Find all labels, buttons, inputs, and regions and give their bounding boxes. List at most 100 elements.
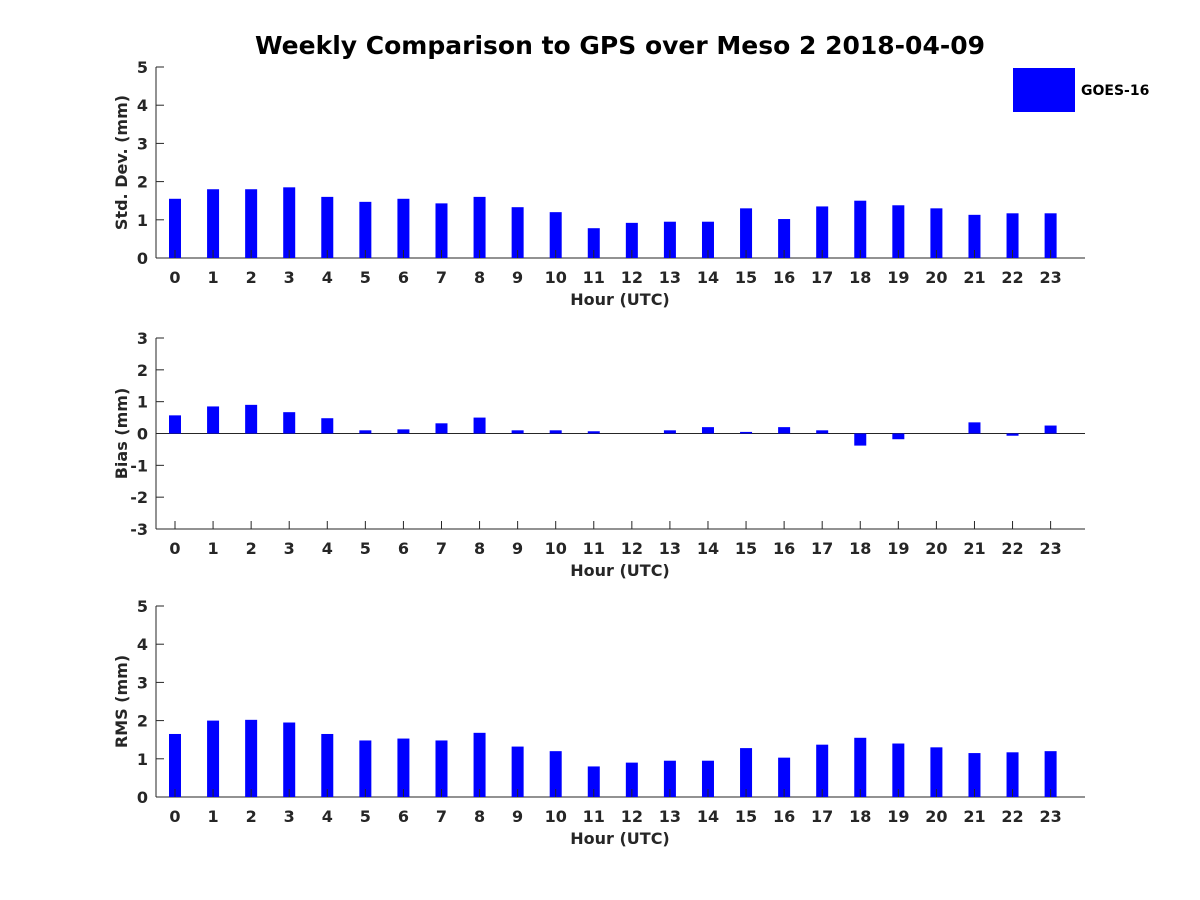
y-tick-label: -2 bbox=[130, 488, 148, 507]
x-tick-label: 10 bbox=[545, 268, 567, 287]
x-tick-label: 0 bbox=[169, 539, 180, 558]
bar bbox=[854, 200, 867, 258]
x-tick-label: 2 bbox=[246, 539, 257, 558]
x-tick-label: 20 bbox=[925, 268, 947, 287]
bar bbox=[663, 760, 676, 797]
x-tick-label: 3 bbox=[284, 268, 295, 287]
x-tick-label: 20 bbox=[925, 807, 947, 826]
bar bbox=[854, 737, 867, 797]
x-tick-label: 9 bbox=[512, 539, 523, 558]
bar bbox=[473, 732, 486, 797]
bar bbox=[740, 208, 753, 258]
bar bbox=[701, 221, 714, 258]
bar bbox=[892, 743, 905, 797]
bar bbox=[321, 196, 334, 258]
bar bbox=[549, 430, 562, 434]
x-axis-label: Hour (UTC) bbox=[570, 290, 670, 309]
y-tick-label: 1 bbox=[137, 211, 148, 230]
bar bbox=[816, 430, 829, 434]
x-tick-label: 16 bbox=[773, 807, 795, 826]
y-tick-label: 1 bbox=[137, 750, 148, 769]
bar bbox=[930, 208, 943, 258]
x-tick-label: 8 bbox=[474, 268, 485, 287]
x-tick-label: 10 bbox=[545, 807, 567, 826]
bar bbox=[359, 430, 372, 434]
bar bbox=[625, 762, 638, 797]
x-tick-label: 4 bbox=[322, 807, 333, 826]
bar bbox=[359, 201, 372, 258]
bar bbox=[1044, 425, 1057, 434]
y-tick-label: -1 bbox=[130, 456, 148, 475]
bar bbox=[663, 221, 676, 258]
x-tick-label: 21 bbox=[963, 268, 985, 287]
x-tick-label: 11 bbox=[583, 807, 605, 826]
x-tick-label: 5 bbox=[360, 268, 371, 287]
bar bbox=[778, 219, 791, 258]
x-tick-label: 12 bbox=[621, 539, 643, 558]
y-tick-label: -3 bbox=[130, 520, 148, 539]
legend-swatch bbox=[1013, 68, 1075, 112]
x-tick-label: 18 bbox=[849, 539, 871, 558]
bar bbox=[778, 427, 791, 434]
bar bbox=[1006, 213, 1019, 258]
bar bbox=[397, 429, 410, 434]
x-axis-label: Hour (UTC) bbox=[570, 561, 670, 580]
bar bbox=[511, 746, 524, 797]
x-tick-label: 10 bbox=[545, 539, 567, 558]
x-tick-label: 13 bbox=[659, 807, 681, 826]
x-tick-label: 14 bbox=[697, 807, 719, 826]
bar bbox=[207, 720, 220, 797]
y-axis-label: RMS (mm) bbox=[112, 655, 131, 748]
y-tick-label: 0 bbox=[137, 788, 148, 807]
bar bbox=[892, 205, 905, 258]
bar bbox=[435, 203, 448, 258]
x-tick-label: 15 bbox=[735, 807, 757, 826]
x-tick-label: 22 bbox=[1001, 807, 1023, 826]
bar bbox=[435, 740, 448, 797]
bar bbox=[587, 766, 600, 797]
x-tick-label: 1 bbox=[207, 268, 218, 287]
x-tick-label: 2 bbox=[246, 807, 257, 826]
y-axis-label: Bias (mm) bbox=[112, 388, 131, 480]
x-tick-label: 19 bbox=[887, 539, 909, 558]
bar bbox=[968, 214, 981, 258]
bar bbox=[1044, 213, 1057, 258]
x-tick-label: 11 bbox=[583, 268, 605, 287]
bar bbox=[245, 719, 258, 797]
bar bbox=[321, 418, 334, 434]
x-tick-label: 21 bbox=[963, 539, 985, 558]
bar bbox=[511, 207, 524, 258]
x-tick-label: 13 bbox=[659, 539, 681, 558]
bar bbox=[816, 744, 829, 797]
y-tick-label: 5 bbox=[137, 597, 148, 616]
x-tick-label: 19 bbox=[887, 268, 909, 287]
x-tick-label: 4 bbox=[322, 539, 333, 558]
x-tick-label: 15 bbox=[735, 268, 757, 287]
legend: GOES-16 bbox=[1013, 68, 1149, 112]
bar bbox=[816, 206, 829, 258]
bar bbox=[701, 427, 714, 434]
x-tick-label: 23 bbox=[1039, 539, 1061, 558]
bar bbox=[968, 422, 981, 434]
bar bbox=[511, 430, 524, 434]
bar bbox=[1044, 751, 1057, 797]
bar bbox=[245, 189, 258, 258]
bar bbox=[359, 740, 372, 797]
bar bbox=[740, 431, 753, 434]
bar bbox=[587, 431, 600, 434]
bar bbox=[930, 747, 943, 797]
x-tick-label: 16 bbox=[773, 539, 795, 558]
bar bbox=[169, 415, 181, 434]
x-tick-label: 15 bbox=[735, 539, 757, 558]
legend-label: GOES-16 bbox=[1081, 83, 1149, 99]
bar bbox=[207, 189, 220, 258]
bar bbox=[625, 222, 638, 258]
x-tick-label: 18 bbox=[849, 268, 871, 287]
bar bbox=[397, 738, 410, 797]
bar bbox=[435, 423, 448, 434]
x-tick-label: 20 bbox=[925, 539, 947, 558]
bar bbox=[892, 433, 905, 440]
y-axis-label: Std. Dev. (mm) bbox=[112, 95, 131, 230]
